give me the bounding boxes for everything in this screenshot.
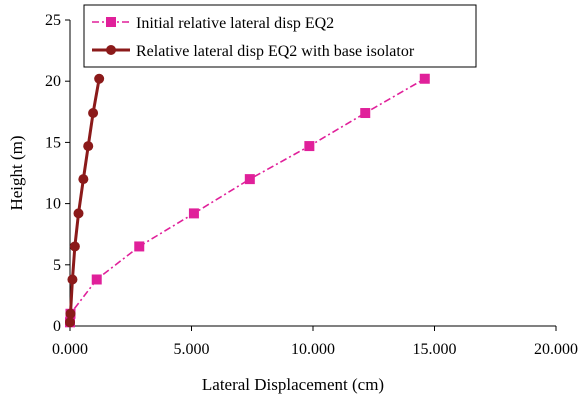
y-tick-label: 25 xyxy=(45,12,61,29)
data-point-circle xyxy=(65,317,75,328)
y-tick-label: 5 xyxy=(53,257,61,274)
data-point-square xyxy=(134,241,145,252)
x-axis-title: Lateral Displacement (cm) xyxy=(202,375,384,394)
data-point-square xyxy=(188,208,199,219)
legend-box xyxy=(83,4,477,68)
data-point-square xyxy=(419,73,430,84)
data-point-square xyxy=(244,174,255,185)
data-point-circle xyxy=(73,208,84,219)
axes: 0 5 10 15 20 25 0.000 5.000 10.000 15.000 20.000 La… xyxy=(7,12,578,394)
x-tick-label: 5.000 xyxy=(174,341,210,358)
y-tick-label: 15 xyxy=(45,134,61,151)
x-tick-label: 10.000 xyxy=(291,341,335,358)
data-point-circle xyxy=(88,108,99,119)
y-tick-label: 0 xyxy=(53,318,61,335)
legend: Initial relative lateral disp EQ2 Relativ… xyxy=(83,4,477,68)
series-2 xyxy=(65,73,105,328)
legend-label: Initial relative lateral disp EQ2 xyxy=(136,15,334,32)
legend-marker-square xyxy=(106,17,116,27)
y-axis-title: Height (m) xyxy=(7,135,26,210)
y-tick-label: 20 xyxy=(45,73,61,90)
y-tick-label: 10 xyxy=(45,196,61,213)
data-point-circle xyxy=(94,73,105,84)
series-1 xyxy=(65,73,430,328)
data-point-circle xyxy=(69,241,80,252)
series-layer xyxy=(65,73,430,328)
data-point-circle xyxy=(83,141,94,152)
x-tick-label: 20.000 xyxy=(534,341,578,358)
data-point-square xyxy=(304,141,315,152)
data-point-circle xyxy=(65,308,76,319)
legend-marker-circle xyxy=(106,45,116,55)
legend-label: Relative lateral disp EQ2 with base isol… xyxy=(136,43,415,60)
series-1-line xyxy=(69,78,426,323)
data-point-square xyxy=(360,108,371,119)
data-point-square xyxy=(91,274,102,285)
x-tick-label: 0.000 xyxy=(52,341,88,358)
x-tick-label: 15.000 xyxy=(413,341,457,358)
data-point-circle xyxy=(67,274,78,285)
data-point-circle xyxy=(78,174,89,185)
